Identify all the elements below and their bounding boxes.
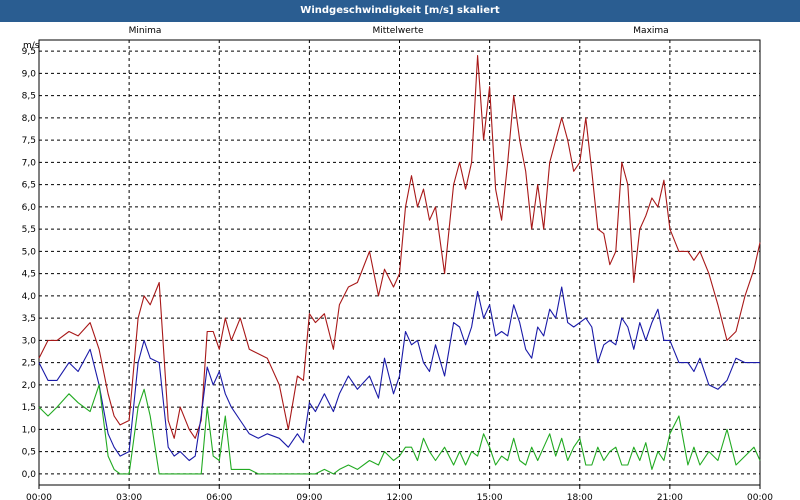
x-tick-labels: 00:0012.07.1903:0012.07.1906:0012.07.190… (26, 493, 773, 500)
legend-entry-maxima: Maxima (633, 26, 668, 36)
y-tick-label: 3,0 (22, 336, 37, 346)
y-tick-label: 3,5 (22, 314, 36, 324)
series-line-mittelwerte (38, 286, 760, 462)
y-tick-label: 0,0 (22, 470, 37, 480)
x-tick-time: 00:00 (747, 493, 773, 500)
y-tick-label: 8,0 (22, 114, 37, 124)
x-tick-time: 18:00 (567, 493, 593, 500)
y-tick-label: 7,5 (22, 136, 36, 146)
x-tick-time: 03:00 (116, 493, 142, 500)
y-tick-label: 9,0 (22, 69, 37, 79)
y-tick-label: 1,0 (22, 425, 37, 435)
y-tick-label: 1,5 (22, 403, 36, 413)
y-axis-label: m/s (23, 41, 40, 51)
y-tick-label: 5,0 (22, 247, 37, 257)
series-line-minima (38, 384, 761, 475)
y-tick-label: 6,5 (22, 181, 36, 191)
y-tick-label: 4,5 (22, 270, 36, 280)
legend: Maxima Mittelwerte Minima (129, 26, 669, 36)
y-tick-label: 7,0 (22, 158, 37, 168)
wind-speed-chart: m/s 0,0 0,5 1,0 1,5 2,0 2,5 3,0 3,5 4,0 4,5 5,0 5,5… (22, 26, 774, 500)
legend-entry-minima: Minima (129, 26, 162, 36)
y-tick-labels: 0,0 0,5 1,0 1,5 2,0 2,5 3,0 3,5 4,0 4,5 5,0 5,5 6,0 6… (22, 47, 37, 480)
grid (38, 40, 761, 489)
x-tick-time: 00:00 (26, 493, 52, 500)
series-line-maxima (38, 55, 761, 439)
chart-title: Windgeschwindigkeit [m/s] skaliert (0, 0, 800, 22)
x-tick-time: 15:00 (477, 493, 503, 500)
x-tick-time: 21:00 (657, 493, 683, 500)
x-tick-time: 06:00 (206, 493, 232, 500)
y-tick-label: 0,5 (22, 448, 36, 458)
y-tick-label: 9,5 (22, 47, 36, 57)
y-tick-label: 8,5 (22, 92, 36, 102)
x-tick-time: 09:00 (296, 493, 322, 500)
y-tick-label: 4,0 (22, 292, 37, 302)
legend-entry-mittelwerte: Mittelwerte (372, 26, 423, 36)
y-tick-label: 5,5 (22, 225, 36, 235)
x-tick-time: 12:00 (387, 493, 413, 500)
y-tick-label: 6,0 (22, 203, 37, 213)
y-tick-label: 2,5 (22, 359, 36, 369)
series-lines (38, 55, 761, 475)
y-tick-label: 2,0 (22, 381, 37, 391)
